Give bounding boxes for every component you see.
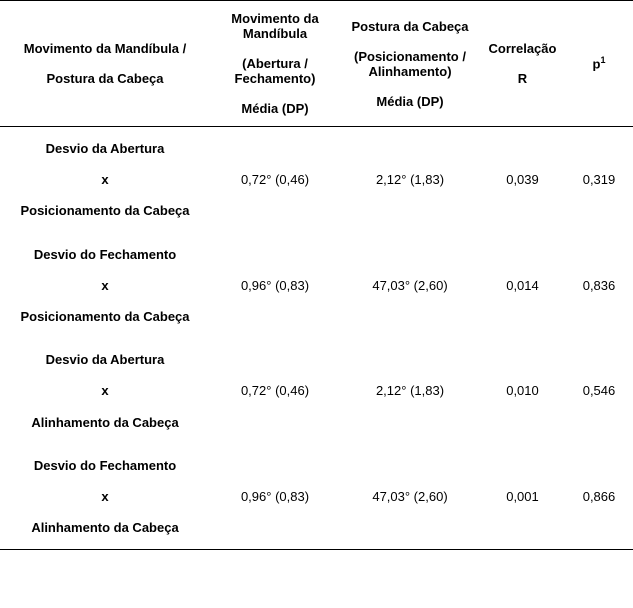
header-col2-line3: (Abertura / (214, 56, 336, 71)
table-header-row: Movimento da Mandíbula / Postura da Cabe… (0, 1, 633, 127)
cell-movement: 0,72° (0,46) (210, 127, 340, 233)
cell-posture: 47,03° (2,60) (340, 444, 480, 550)
header-col4: Correlação R (480, 1, 565, 127)
row-label-line2: x (4, 481, 206, 512)
cell-pvalue: 0,546 (565, 338, 633, 444)
row-label-line1: Desvio da Abertura (4, 133, 206, 164)
header-col4-line2: R (484, 71, 561, 86)
cell-movement: 0,72° (0,46) (210, 338, 340, 444)
row-label: Desvio da Abertura x Alinhamento da Cabe… (0, 338, 210, 444)
table-row: Desvio da Abertura x Alinhamento da Cabe… (0, 338, 633, 444)
header-col1-line1: Movimento da Mandíbula / (4, 41, 206, 56)
cell-pvalue: 0,866 (565, 444, 633, 550)
table-row: Desvio do Fechamento x Alinhamento da Ca… (0, 444, 633, 550)
row-label-line2: x (4, 164, 206, 195)
cell-posture: 2,12° (1,83) (340, 127, 480, 233)
row-label-line1: Desvio da Abertura (4, 344, 206, 375)
correlation-table: Movimento da Mandíbula / Postura da Cabe… (0, 0, 633, 550)
row-label-line1: Desvio do Fechamento (4, 450, 206, 481)
table-row: Desvio da Abertura x Posicionamento da C… (0, 127, 633, 233)
header-col3-line4: Média (DP) (344, 94, 476, 109)
cell-correlation: 0,039 (480, 127, 565, 233)
row-label: Desvio da Abertura x Posicionamento da C… (0, 127, 210, 233)
header-col5-sup: 1 (600, 55, 605, 65)
header-col2-line4: Fechamento) (214, 71, 336, 86)
header-col5: p1 (565, 1, 633, 127)
header-col2-line5: Média (DP) (214, 101, 336, 116)
cell-movement: 0,96° (0,83) (210, 233, 340, 339)
row-label: Desvio do Fechamento x Alinhamento da Ca… (0, 444, 210, 550)
header-col2-line2: Mandíbula (214, 26, 336, 41)
cell-posture: 47,03° (2,60) (340, 233, 480, 339)
header-col2: Movimento da Mandíbula (Abertura / Fecha… (210, 1, 340, 127)
table-row: Desvio do Fechamento x Posicionamento da… (0, 233, 633, 339)
header-col3: Postura da Cabeça (Posicionamento / Alin… (340, 1, 480, 127)
header-col3-line2: (Posicionamento / (344, 49, 476, 64)
row-label-line3: Alinhamento da Cabeça (4, 512, 206, 543)
header-col3-line3: Alinhamento) (344, 64, 476, 79)
row-label-line2: x (4, 375, 206, 406)
header-col1: Movimento da Mandíbula / Postura da Cabe… (0, 1, 210, 127)
row-label: Desvio do Fechamento x Posicionamento da… (0, 233, 210, 339)
cell-correlation: 0,010 (480, 338, 565, 444)
cell-posture: 2,12° (1,83) (340, 338, 480, 444)
row-label-line3: Alinhamento da Cabeça (4, 407, 206, 438)
header-col2-line1: Movimento da (214, 11, 336, 26)
cell-correlation: 0,001 (480, 444, 565, 550)
cell-movement: 0,96° (0,83) (210, 444, 340, 550)
header-col4-line1: Correlação (484, 41, 561, 56)
row-label-line3: Posicionamento da Cabeça (4, 195, 206, 226)
cell-correlation: 0,014 (480, 233, 565, 339)
cell-pvalue: 0,319 (565, 127, 633, 233)
row-label-line3: Posicionamento da Cabeça (4, 301, 206, 332)
header-col1-line2: Postura da Cabeça (4, 71, 206, 86)
cell-pvalue: 0,836 (565, 233, 633, 339)
header-col3-line1: Postura da Cabeça (344, 19, 476, 34)
row-label-line2: x (4, 270, 206, 301)
row-label-line1: Desvio do Fechamento (4, 239, 206, 270)
